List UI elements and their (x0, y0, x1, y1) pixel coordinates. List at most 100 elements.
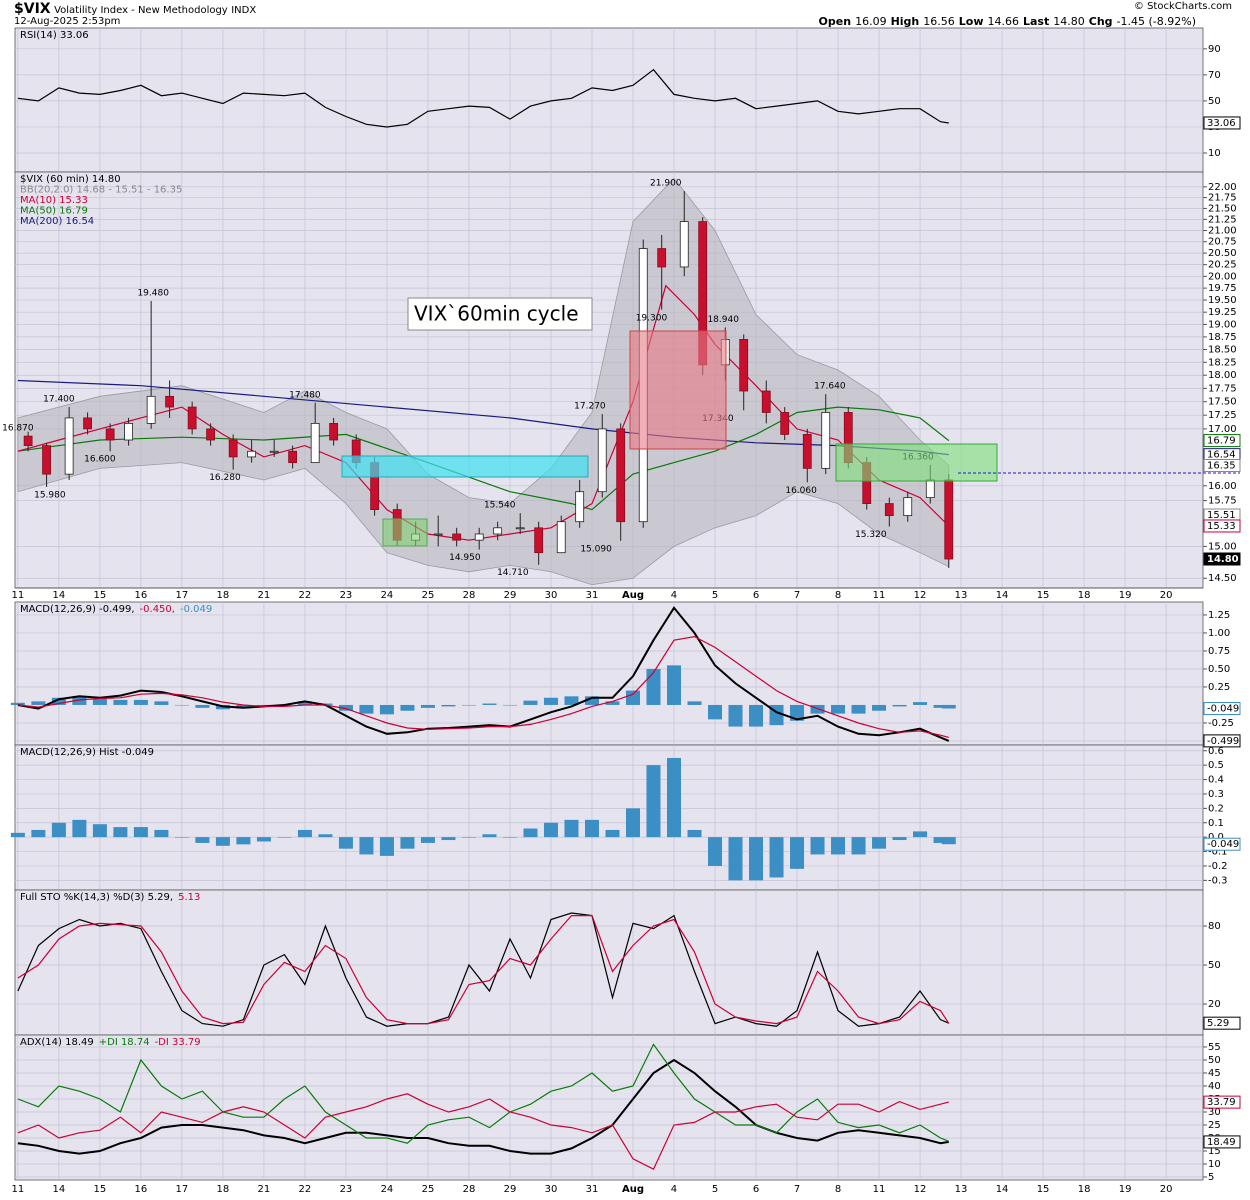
histogram-bar (831, 837, 846, 855)
y-tick-label: 90 (1208, 44, 1221, 55)
histogram-bar (133, 827, 148, 838)
price-annotation: 15.540 (484, 501, 516, 511)
legend-text: 5.13 (178, 892, 200, 903)
header-left: $VIX Volatility Index - New Methodology … (14, 1, 256, 17)
y-tick-label: 30 (1208, 1107, 1221, 1118)
histogram-bar (236, 837, 251, 845)
price-annotation: 15.980 (34, 490, 66, 500)
y-tick-label: 0.6 (1208, 746, 1224, 757)
security-name: Volatility Index - New Methodology (54, 5, 228, 16)
x-tick-label: 18 (217, 1184, 230, 1195)
histogram-bar (584, 819, 599, 838)
histogram-bar (10, 832, 25, 838)
histogram-bar (941, 704, 956, 709)
value-badge-label: -0.499 (1207, 736, 1239, 747)
histogram-bar (625, 690, 640, 705)
x-tick-label: 11 (873, 1184, 886, 1195)
y-tick-label: 20.75 (1208, 237, 1237, 248)
candle-body (821, 412, 831, 469)
x-tick-label: 6 (753, 590, 759, 601)
quote-value: 14.66 (987, 15, 1020, 28)
histogram-bar (646, 765, 661, 838)
price-annotation: 19.480 (137, 289, 169, 299)
histogram-bar (941, 837, 956, 845)
histogram-bar (810, 837, 825, 855)
y-tick-label: 20.25 (1208, 260, 1237, 271)
y-tick-label: 40 (1208, 1081, 1221, 1092)
y-tick-label: 17.00 (1208, 424, 1237, 435)
histogram-bar (543, 822, 558, 838)
histogram-bar (154, 829, 169, 838)
y-tick-label: 17.50 (1208, 397, 1237, 408)
timestamp: 12-Aug-2025 2:53pm (14, 16, 121, 27)
candle-body (761, 390, 771, 413)
value-badge (1203, 1135, 1241, 1149)
price-annotation: 16.280 (209, 473, 241, 483)
y-tick-label: 18.25 (1208, 357, 1237, 368)
x-tick-label: 18 (1078, 1184, 1091, 1195)
x-tick-label: 6 (753, 1184, 759, 1195)
legend-entry: MA(10) 15.33 (20, 195, 88, 206)
histogram-bar (338, 704, 353, 711)
x-tick-label: 29 (504, 1184, 517, 1195)
value-badge-label: 33.06 (1207, 118, 1236, 129)
x-tick-label: 7 (794, 590, 800, 601)
y-tick-label: 16.00 (1208, 481, 1237, 492)
x-tick-label: 29 (504, 590, 517, 601)
candle-body (903, 497, 913, 517)
candle-body (23, 435, 33, 447)
candle-body (556, 521, 566, 554)
x-tick-label: 31 (586, 1184, 599, 1195)
x-tick-label: 15 (94, 590, 107, 601)
y-tick-label: 19.50 (1208, 295, 1237, 306)
price-annotation: 21.900 (650, 179, 682, 189)
x-tick-label: 16 (135, 590, 148, 601)
x-tick-label: 19 (1119, 590, 1132, 601)
y-tick-label: 0.3 (1208, 789, 1224, 800)
y-tick-label: 19.75 (1208, 283, 1237, 294)
value-badge-label: 15.33 (1207, 521, 1236, 532)
x-tick-label: 17 (176, 590, 189, 601)
y-tick-label: 15.00 (1208, 541, 1237, 552)
quote-label: Low (958, 15, 984, 28)
x-tick-label: 21 (258, 1184, 271, 1195)
legend-text: BB(20,2.0) 14.68 - 15.51 - 16.35 (20, 185, 182, 196)
y-tick-label: 0.2 (1208, 803, 1224, 814)
candle-body (124, 422, 133, 441)
value-badge-label: 5.29 (1207, 1018, 1229, 1029)
candle-body (493, 527, 503, 535)
candle-body (42, 445, 51, 475)
histogram-bar (872, 837, 887, 849)
x-tick-label: 4 (671, 1184, 677, 1195)
value-badge-label: -0.049 (1207, 703, 1239, 714)
x-tick-label: 8 (835, 590, 841, 601)
y-tick-label: 0.5 (1208, 760, 1224, 771)
histogram-bar (913, 702, 928, 705)
candle-body (288, 450, 298, 464)
value-badge-label: 15.51 (1207, 510, 1236, 521)
histogram-bar (810, 704, 825, 714)
highlight-zone (835, 443, 998, 482)
candle-body (534, 527, 544, 554)
y-tick-label: 18.50 (1208, 345, 1237, 356)
histogram-bar (72, 696, 87, 705)
legend-text: ADX(14) 18.49 (20, 1037, 94, 1048)
histogram-bar (51, 697, 66, 705)
y-tick-label: 50 (1208, 96, 1221, 107)
legend-entry: ADX(14) 18.49 +DI 18.74 -DI 33.79 (20, 1037, 201, 1048)
histogram-bar (523, 828, 538, 838)
x-tick-label: 24 (381, 590, 394, 601)
histogram-bar (543, 697, 558, 705)
histogram-bar (790, 837, 805, 869)
histogram-bar (892, 837, 907, 841)
x-tick-label: 22 (299, 1184, 312, 1195)
histogram-bar (277, 837, 292, 838)
histogram-bar (790, 704, 805, 721)
legend-entry: MA(200) 16.54 (20, 216, 94, 227)
series-line (17, 1058, 949, 1155)
value-badge (1203, 552, 1241, 566)
y-tick-label: 55 (1208, 1042, 1221, 1053)
y-tick-label: 18.75 (1208, 332, 1237, 343)
y-tick-label: 17.25 (1208, 410, 1237, 421)
copyright: © StockCharts.com (1133, 1, 1232, 12)
